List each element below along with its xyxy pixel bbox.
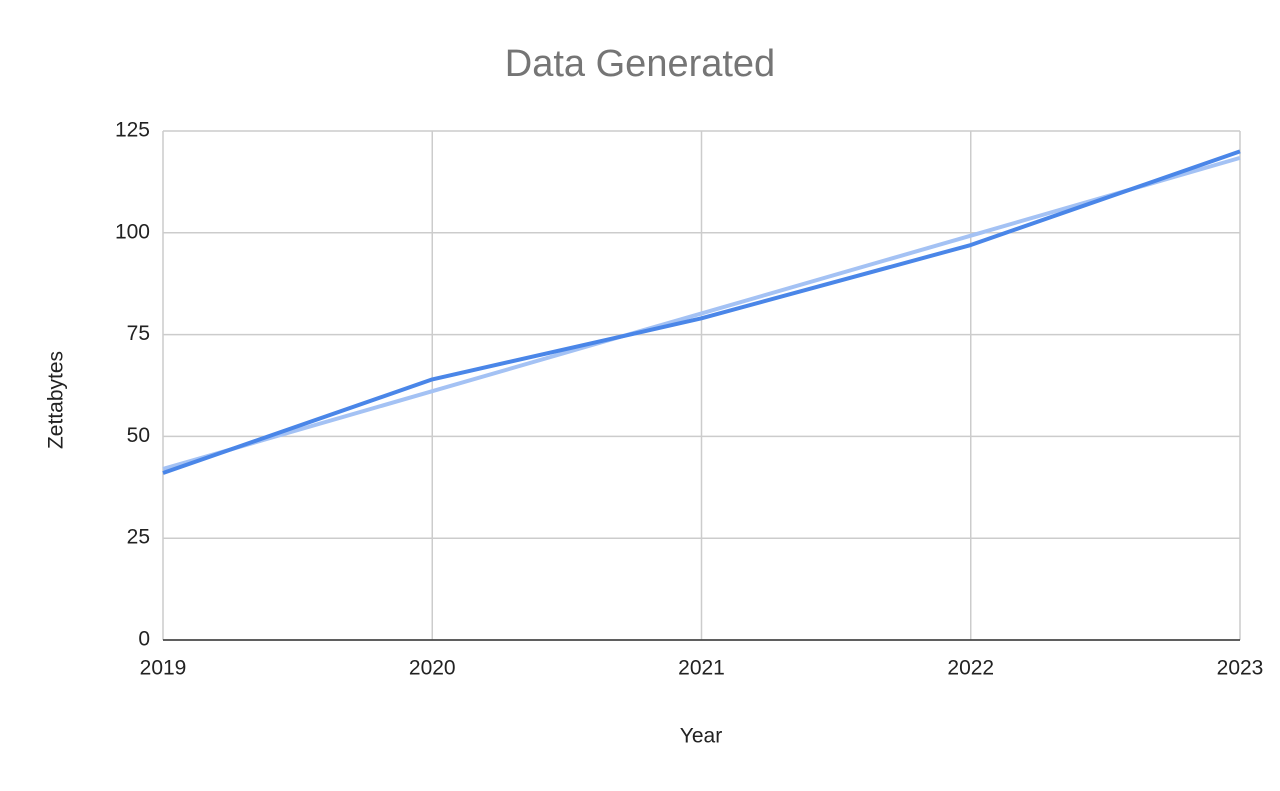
x-tick-label: 2022	[947, 657, 994, 680]
y-tick-label: 50	[127, 424, 150, 447]
series-line	[162, 155, 1241, 471]
y-axis-label: Zettabytes	[45, 351, 68, 449]
y-tick-label: 75	[127, 322, 150, 345]
y-tick-label: 25	[127, 526, 150, 549]
x-tick-label: 2020	[409, 657, 456, 680]
y-tick-label: 0	[138, 628, 150, 651]
x-tick-label: 2019	[140, 657, 187, 680]
chart-title: Data Generated	[505, 43, 775, 85]
x-tick-label: 2021	[678, 657, 725, 680]
series-line	[162, 149, 1241, 475]
y-tick-label: 125	[115, 119, 150, 142]
x-axis-label: Year	[680, 725, 722, 748]
x-tick-label: 2023	[1217, 657, 1264, 680]
y-tick-label: 100	[115, 220, 150, 243]
